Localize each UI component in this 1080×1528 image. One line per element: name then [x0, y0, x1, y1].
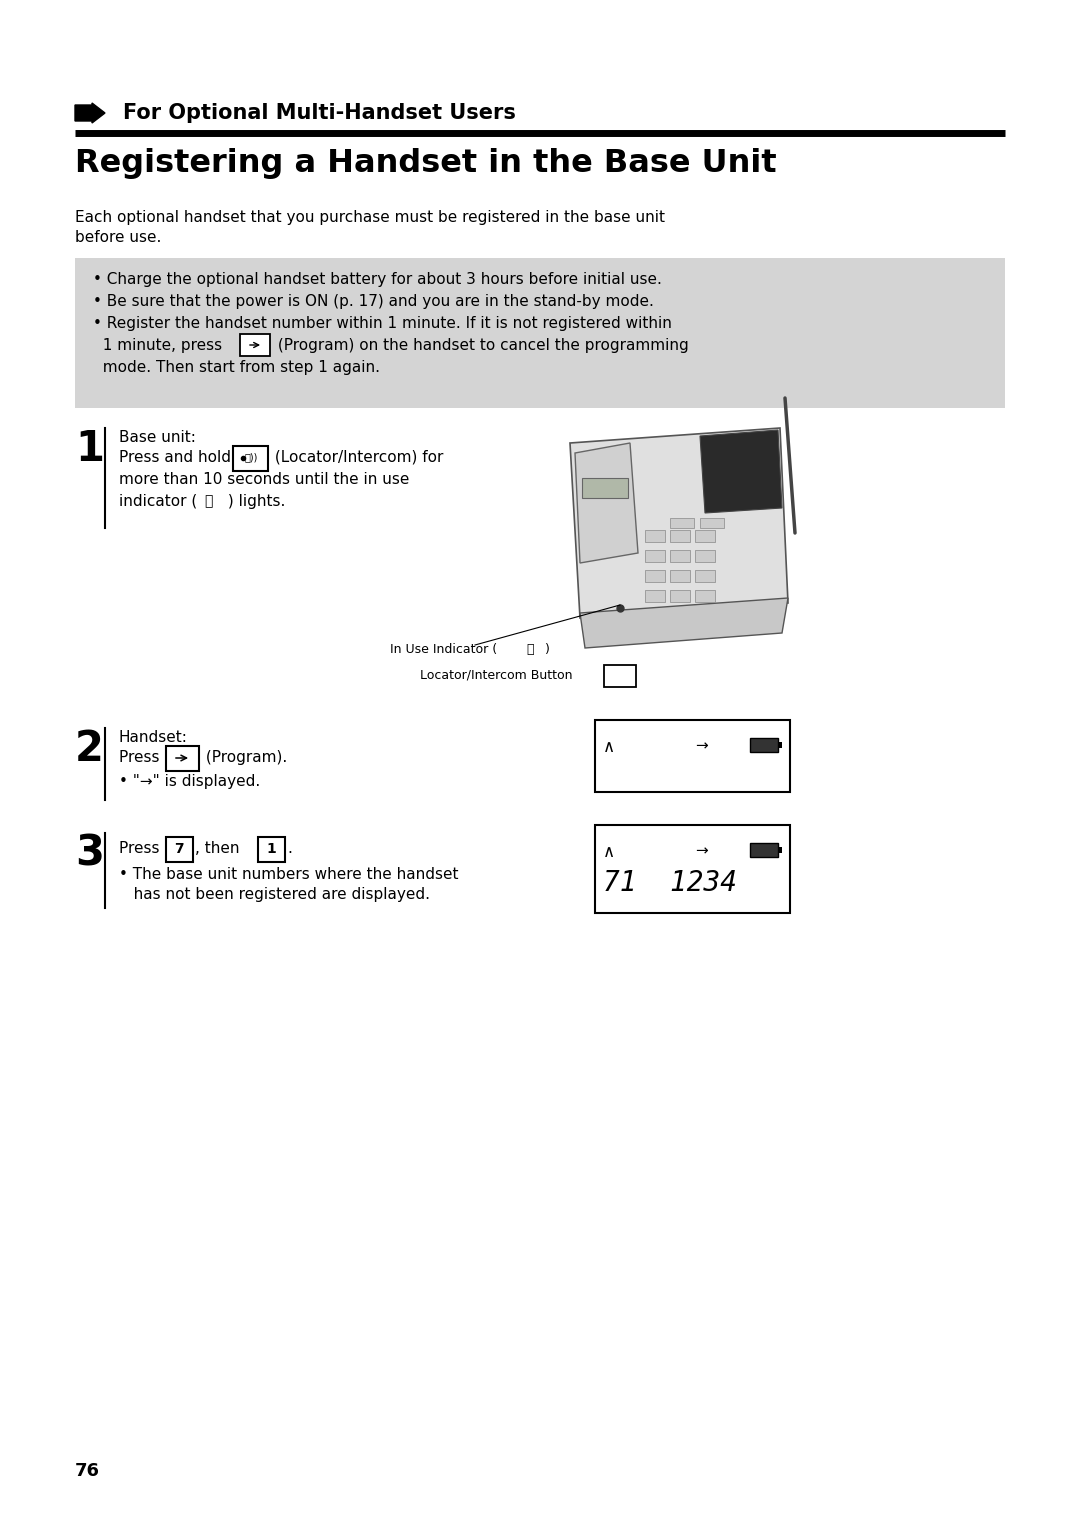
- Text: Base unit:: Base unit:: [119, 429, 195, 445]
- Text: ⧖)): ⧖)): [615, 671, 627, 680]
- FancyBboxPatch shape: [232, 446, 268, 471]
- Bar: [670, 590, 690, 602]
- Text: (Program).: (Program).: [201, 750, 287, 766]
- Bar: [670, 530, 690, 542]
- Bar: [778, 743, 782, 749]
- Text: • The base unit numbers where the handset: • The base unit numbers where the handse…: [119, 866, 459, 882]
- Bar: [645, 570, 665, 582]
- Text: more than 10 seconds until the in use: more than 10 seconds until the in use: [119, 472, 409, 487]
- Text: ∧: ∧: [603, 738, 616, 756]
- Bar: [670, 570, 690, 582]
- Text: 7: 7: [174, 842, 184, 856]
- Text: For Optional Multi-Handset Users: For Optional Multi-Handset Users: [123, 102, 516, 122]
- Text: before use.: before use.: [75, 231, 161, 244]
- Text: ) lights.: ) lights.: [222, 494, 285, 509]
- Text: mode. Then start from step 1 again.: mode. Then start from step 1 again.: [93, 361, 380, 374]
- Text: Locator/Intercom Button: Locator/Intercom Button: [420, 668, 572, 681]
- Bar: [75, 258, 1005, 408]
- Text: (Program) on the handset to cancel the programming: (Program) on the handset to cancel the p…: [273, 338, 689, 353]
- Text: • "→" is displayed.: • "→" is displayed.: [119, 775, 260, 788]
- Text: .: .: [287, 840, 292, 856]
- Text: 71  1234: 71 1234: [603, 869, 737, 897]
- Bar: [696, 570, 715, 582]
- Text: ∧: ∧: [603, 843, 616, 860]
- Bar: [778, 847, 782, 853]
- Text: 2: 2: [75, 727, 104, 770]
- Text: has not been registered are displayed.: has not been registered are displayed.: [119, 886, 430, 902]
- Bar: [696, 550, 715, 562]
- Text: ⧖)): ⧖)): [245, 452, 258, 461]
- Text: ): ): [545, 643, 550, 656]
- Bar: [645, 530, 665, 542]
- Text: Press and hold: Press and hold: [119, 451, 235, 465]
- FancyBboxPatch shape: [240, 335, 270, 356]
- FancyBboxPatch shape: [165, 746, 199, 770]
- Text: Registering a Handset in the Base Unit: Registering a Handset in the Base Unit: [75, 148, 777, 179]
- Bar: [700, 518, 724, 529]
- Polygon shape: [575, 443, 638, 562]
- Bar: [595, 825, 789, 914]
- Bar: [696, 530, 715, 542]
- Polygon shape: [580, 597, 788, 648]
- Text: , then: , then: [195, 840, 244, 856]
- Text: →: →: [696, 738, 707, 753]
- FancyBboxPatch shape: [165, 836, 192, 862]
- FancyBboxPatch shape: [604, 665, 636, 688]
- Text: 1: 1: [75, 428, 104, 471]
- Text: Handset:: Handset:: [119, 730, 188, 746]
- Bar: [750, 843, 778, 857]
- Bar: [645, 550, 665, 562]
- Text: 📞: 📞: [204, 494, 213, 507]
- Bar: [670, 518, 694, 529]
- Text: 1: 1: [266, 842, 275, 856]
- Bar: [582, 478, 627, 498]
- Text: Press: Press: [119, 840, 164, 856]
- Text: 76: 76: [75, 1462, 100, 1481]
- Text: In Use Indicator (: In Use Indicator (: [390, 643, 497, 656]
- Text: (Locator/Intercom) for: (Locator/Intercom) for: [270, 451, 444, 465]
- Text: 1 minute, press: 1 minute, press: [93, 338, 227, 353]
- Bar: [670, 550, 690, 562]
- FancyArrow shape: [75, 102, 105, 122]
- Text: indicator (: indicator (: [119, 494, 202, 509]
- Text: • Be sure that the power is ON (p. 17) and you are in the stand-by mode.: • Be sure that the power is ON (p. 17) a…: [93, 293, 653, 309]
- Text: Each optional handset that you purchase must be registered in the base unit: Each optional handset that you purchase …: [75, 209, 665, 225]
- Bar: [750, 738, 778, 752]
- Polygon shape: [570, 428, 788, 617]
- Polygon shape: [700, 429, 782, 513]
- Bar: [645, 590, 665, 602]
- Text: 3: 3: [75, 833, 104, 876]
- Text: • Register the handset number within 1 minute. If it is not registered within: • Register the handset number within 1 m…: [93, 316, 672, 332]
- Text: • Charge the optional handset battery for about 3 hours before initial use.: • Charge the optional handset battery fo…: [93, 272, 662, 287]
- Bar: [696, 590, 715, 602]
- Bar: [595, 720, 789, 792]
- Text: →: →: [696, 843, 707, 859]
- Text: Press: Press: [119, 750, 164, 766]
- Text: 📞: 📞: [526, 643, 534, 656]
- FancyBboxPatch shape: [257, 836, 284, 862]
